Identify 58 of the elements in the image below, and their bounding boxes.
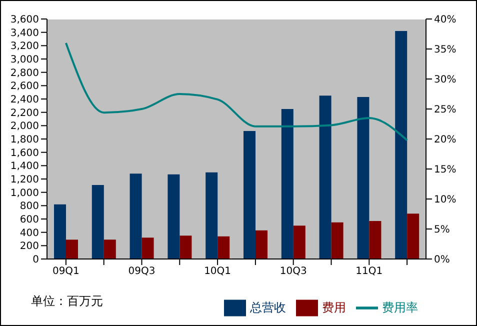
bar — [92, 185, 104, 259]
y-tick-label: 800 — [20, 201, 39, 212]
y2-tick-label: 30% — [434, 74, 456, 86]
bar — [104, 240, 116, 259]
bar — [293, 226, 306, 259]
bar — [369, 221, 382, 259]
y-tick-label: 2,400 — [10, 94, 39, 106]
legend-label: 总营收 — [250, 300, 286, 314]
x-tick-label: 09Q1 — [52, 266, 80, 278]
y-tick-label: 400 — [20, 228, 39, 239]
x-tick-label: 11Q1 — [356, 266, 383, 278]
bar — [180, 236, 192, 259]
legend-label: 费用率 — [382, 300, 418, 314]
y-tick-label: 2,800 — [10, 68, 39, 79]
y2-tick-label: 15% — [434, 164, 456, 176]
y-tick-label: 0 — [32, 254, 39, 266]
y-tick-label: 2,600 — [10, 81, 39, 92]
bar — [130, 174, 142, 259]
bar — [281, 109, 294, 259]
bar — [244, 131, 256, 259]
bar — [407, 214, 420, 259]
bar — [142, 238, 154, 259]
y2-tick-label: 20% — [434, 134, 456, 146]
y-tick-label: 1,400 — [10, 161, 39, 172]
text: 单位：百万元 — [31, 293, 103, 310]
bar — [357, 97, 370, 259]
bar — [218, 236, 230, 259]
y-tick-label: 3,000 — [10, 54, 39, 66]
x-tick-label: 10Q1 — [204, 266, 232, 278]
y2-tick-label: 40% — [434, 14, 456, 26]
bar — [206, 172, 218, 259]
y2-tick-label: 10% — [434, 194, 456, 206]
y2-tick-label: 0% — [434, 254, 450, 266]
bar — [256, 230, 268, 259]
bar — [395, 31, 408, 259]
y-tick-label: 1,800 — [10, 134, 39, 146]
y-tick-label: 2,200 — [10, 108, 39, 119]
y-tick-label: 600 — [20, 214, 39, 226]
y-tick-label: 3,400 — [10, 28, 39, 39]
x-tick-label: 09Q3 — [128, 266, 156, 278]
y-tick-label: 1,000 — [10, 188, 39, 199]
y-tick-label: 2,000 — [10, 121, 39, 132]
y2-tick-label: 5% — [434, 224, 450, 236]
bar — [331, 222, 344, 259]
y2-tick-label: 35% — [434, 44, 456, 56]
legend-label: 费用 — [322, 300, 346, 314]
y-tick-label: 1,600 — [10, 148, 39, 159]
y-tick-label: 3,600 — [10, 14, 39, 26]
line-series — [64, 42, 408, 142]
bar — [319, 96, 332, 259]
bar — [66, 240, 78, 259]
bar — [168, 174, 180, 259]
y-tick-label: 3,200 — [10, 41, 39, 52]
bar — [54, 204, 66, 259]
y-tick-label: 1,200 — [10, 174, 39, 186]
y2-tick-label: 25% — [434, 104, 456, 116]
y-tick-label: 200 — [20, 241, 39, 252]
x-tick-label: 10Q3 — [280, 266, 307, 278]
